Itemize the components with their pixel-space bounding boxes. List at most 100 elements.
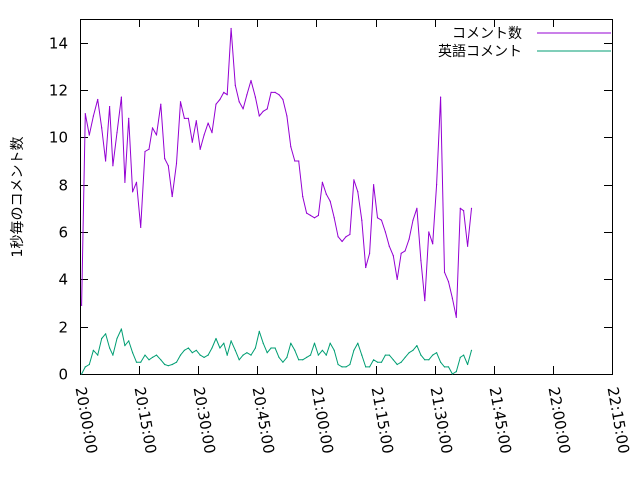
data-point (353, 349, 355, 351)
data-point (262, 110, 264, 112)
data-point (380, 219, 383, 221)
data-point (175, 162, 178, 164)
data-point (151, 356, 154, 358)
data-point (408, 238, 410, 240)
data-point (329, 200, 331, 202)
series-line-1 (81, 28, 472, 318)
data-point (325, 354, 327, 356)
data-point (373, 184, 375, 186)
data-point (219, 98, 221, 101)
data-point (124, 181, 126, 183)
data-point (135, 181, 138, 183)
x-tick-label: 20:00:00 (72, 386, 101, 455)
data-point (329, 342, 331, 344)
data-point (470, 207, 473, 209)
y-tick-label: 12 (49, 82, 68, 100)
data-point (270, 91, 272, 93)
data-point (207, 354, 209, 356)
data-point (215, 103, 217, 105)
data-point (365, 266, 367, 269)
data-point (345, 236, 347, 238)
y-tick-label: 0 (58, 366, 68, 384)
data-point (321, 181, 323, 183)
data-point (325, 193, 327, 195)
data-point (187, 117, 189, 119)
data-point (321, 349, 323, 351)
data-point (373, 359, 375, 361)
data-point (420, 354, 422, 356)
data-point (175, 361, 178, 363)
data-point (234, 349, 236, 351)
data-point (333, 349, 335, 351)
data-point (278, 94, 280, 96)
data-point (337, 363, 339, 366)
data-point (246, 352, 248, 354)
data-point (341, 366, 343, 368)
plot-frame (80, 19, 613, 375)
data-point (171, 363, 173, 366)
data-point (211, 132, 213, 134)
data-point (459, 207, 461, 209)
series-line-2 (81, 328, 472, 375)
data-point (337, 236, 339, 238)
data-point (84, 366, 86, 368)
data-point (250, 354, 252, 356)
data-point (148, 359, 150, 361)
data-point (309, 354, 312, 356)
data-point (298, 359, 300, 361)
data-point (376, 361, 379, 363)
data-point (290, 146, 292, 148)
y-axis: 0 2 4 6 8 10 12 14 (49, 35, 612, 384)
data-point (116, 337, 118, 340)
data-point (187, 347, 189, 349)
data-point (223, 91, 225, 93)
data-point (396, 278, 398, 280)
data-point (116, 132, 118, 134)
data-point (160, 103, 162, 105)
data-point (155, 354, 158, 356)
data-point (463, 354, 465, 356)
data-point (242, 108, 244, 110)
data-point (105, 333, 107, 335)
data-point (274, 347, 276, 349)
data-point (128, 117, 130, 119)
y-tick-label: 6 (58, 224, 68, 242)
x-tick-label: 20:45:00 (249, 386, 278, 455)
data-point (408, 352, 410, 354)
data-point (349, 233, 351, 235)
data-point (396, 363, 398, 366)
data-point (223, 342, 225, 344)
data-point (242, 354, 244, 356)
data-point (302, 359, 304, 361)
data-point (428, 359, 430, 361)
data-point (451, 373, 453, 375)
data-point (219, 347, 221, 349)
x-tick-label: 20:15:00 (131, 386, 160, 455)
data-point (463, 210, 465, 212)
data-point (447, 366, 450, 368)
data-point (380, 361, 383, 363)
legend-label: コメント数 (452, 26, 522, 42)
data-point (404, 250, 406, 252)
data-point (140, 226, 142, 228)
data-point (353, 179, 355, 181)
data-point (357, 342, 359, 344)
data-point (404, 356, 406, 358)
data-point (132, 191, 134, 193)
data-point (436, 184, 438, 186)
data-point (388, 354, 390, 356)
data-point (97, 354, 99, 356)
x-tick-label: 21:00:00 (308, 386, 337, 455)
data-point (101, 127, 103, 129)
data-point (151, 127, 154, 129)
data-point (357, 191, 359, 193)
data-point (282, 98, 284, 101)
y-tick-label: 10 (49, 129, 68, 147)
data-point (109, 347, 111, 349)
data-point (195, 120, 197, 122)
data-point (238, 359, 240, 361)
data-point (207, 122, 209, 124)
data-point (234, 84, 236, 86)
data-point (424, 300, 426, 302)
data-point (369, 252, 371, 254)
